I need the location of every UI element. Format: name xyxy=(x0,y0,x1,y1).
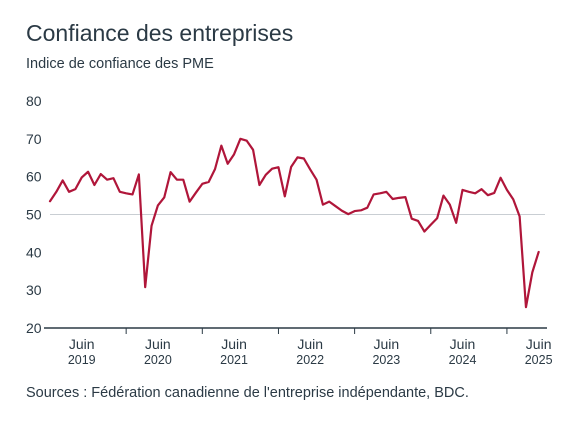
y-tick-label: 80 xyxy=(26,93,42,109)
x-tick-label-year: 2021 xyxy=(220,353,248,367)
x-tick-label-year: 2024 xyxy=(449,353,477,367)
x-tick-label-year: 2022 xyxy=(296,353,324,367)
y-tick-label: 20 xyxy=(26,320,42,336)
chart-subtitle: Indice de confiance des PME xyxy=(26,56,214,72)
y-tick-label: 50 xyxy=(26,207,42,223)
series-group xyxy=(48,137,540,309)
y-tick-label: 30 xyxy=(26,282,42,298)
x-tick-label-month: Juin xyxy=(69,336,95,352)
x-tick-label-month: Juin xyxy=(374,336,400,352)
x-tick-label-month: Juin xyxy=(450,336,476,352)
series-line-0 xyxy=(48,137,540,309)
x-tick-label-year: 2025 xyxy=(525,353,553,367)
x-tick-label-month: Juin xyxy=(526,336,552,352)
chart-title: Confiance des entreprises xyxy=(26,20,294,46)
y-tick-label: 70 xyxy=(26,131,42,147)
y-axis-labels: 20 30 40 50 60 70 80 xyxy=(26,93,42,336)
x-tick-label-year: 2019 xyxy=(68,353,96,367)
x-tick-label-month: Juin xyxy=(221,336,247,352)
chart-source: Sources : Fédération canadienne de l'ent… xyxy=(26,385,469,401)
x-tick-label-month: Juin xyxy=(145,336,171,352)
x-tick-label-month: Juin xyxy=(297,336,323,352)
y-tick-label: 40 xyxy=(26,244,42,260)
x-axis-ticks: Juin2019Juin2020Juin2021Juin2022Juin2023… xyxy=(68,328,553,367)
x-tick-label-year: 2023 xyxy=(372,353,400,367)
y-tick-label: 60 xyxy=(26,169,42,185)
x-tick-label-year: 2020 xyxy=(144,353,172,367)
